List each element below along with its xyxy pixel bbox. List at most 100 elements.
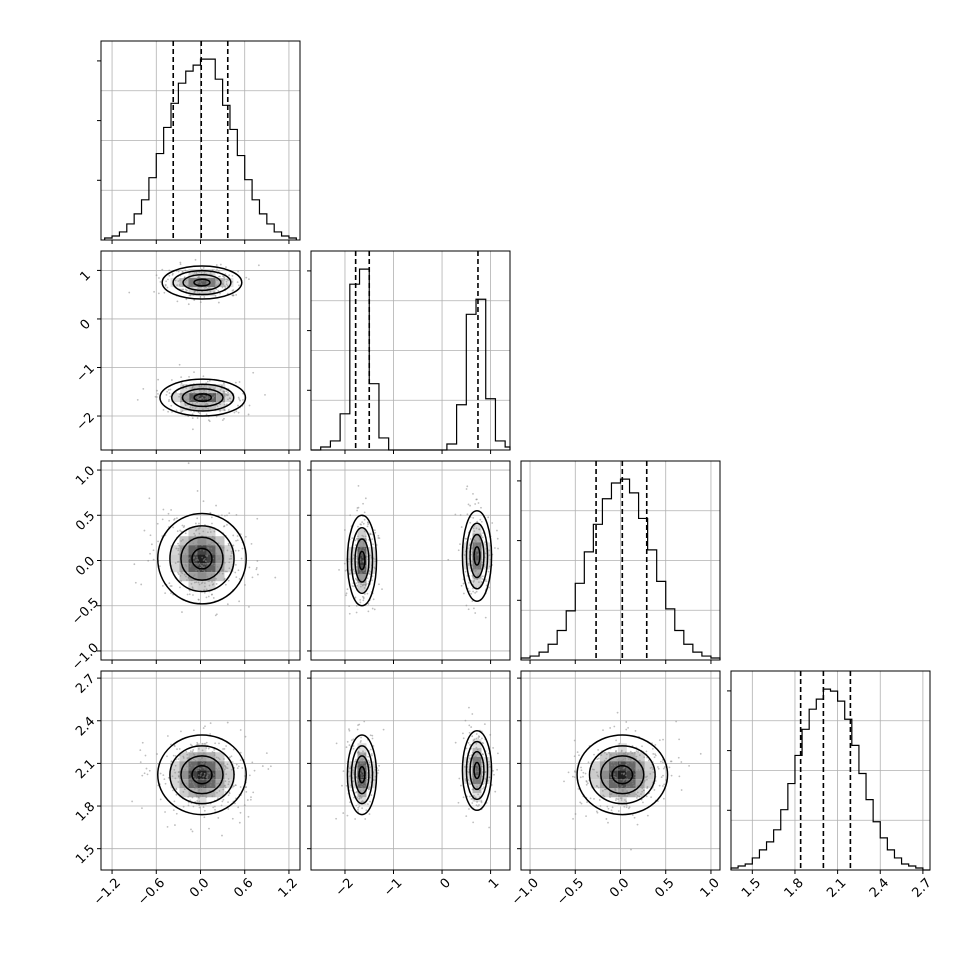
sample-point xyxy=(209,278,212,280)
y-tick-label: −0.5 xyxy=(69,595,102,628)
sample-point xyxy=(207,747,210,750)
sample-point xyxy=(361,583,364,586)
density-cell xyxy=(481,560,491,570)
sample-point xyxy=(651,747,654,750)
y-tick-label: −2 xyxy=(74,410,98,434)
sample-point xyxy=(194,787,197,789)
sample-point xyxy=(196,290,199,293)
sample-point xyxy=(641,787,644,790)
sample-point xyxy=(187,553,190,555)
sample-point xyxy=(472,590,475,593)
contour xyxy=(346,734,378,816)
sample-point xyxy=(177,542,179,545)
sample-point xyxy=(239,786,242,788)
sample-point xyxy=(182,757,185,759)
sample-point xyxy=(607,821,609,824)
sample-point xyxy=(202,267,205,269)
sample-point xyxy=(227,801,229,804)
sample-point xyxy=(488,763,490,765)
sample-point xyxy=(217,270,220,272)
sample-point xyxy=(476,748,479,751)
sample-point xyxy=(638,754,641,757)
contour xyxy=(181,388,224,408)
sample-point xyxy=(227,391,229,394)
y-tick-label: 0.5 xyxy=(73,509,98,534)
density-cell xyxy=(366,547,376,556)
sample-point xyxy=(623,794,626,797)
sample-point xyxy=(584,772,587,775)
sample-point xyxy=(204,554,207,557)
sample-point xyxy=(363,720,366,723)
sample-point xyxy=(604,777,607,780)
sample-point xyxy=(366,776,369,779)
sample-point xyxy=(212,544,215,547)
sample-point xyxy=(355,582,357,585)
sample-point xyxy=(209,531,212,533)
sample-point xyxy=(610,809,613,812)
density-cell xyxy=(357,574,367,583)
sample-point xyxy=(176,284,179,286)
sample-point xyxy=(188,593,191,596)
sample-point xyxy=(493,773,495,776)
sample-point xyxy=(485,580,488,583)
density-blob xyxy=(335,720,385,820)
sample-point xyxy=(198,412,201,415)
sample-point xyxy=(205,403,208,405)
sample-point xyxy=(378,764,381,767)
sample-point xyxy=(485,584,488,587)
sample-point xyxy=(367,610,370,613)
sample-point xyxy=(158,277,160,279)
sample-point xyxy=(205,588,208,591)
sample-point xyxy=(172,754,175,757)
sample-point xyxy=(617,810,620,812)
sample-point xyxy=(159,772,162,775)
sample-point xyxy=(496,529,498,532)
sample-point xyxy=(344,569,347,572)
density-cell xyxy=(188,761,198,771)
sample-point xyxy=(662,738,664,741)
sample-point xyxy=(367,759,370,762)
sample-point xyxy=(472,569,475,572)
sample-point xyxy=(202,394,205,397)
sample-point xyxy=(363,550,366,553)
density-cell xyxy=(635,752,645,762)
sample-point xyxy=(197,747,200,750)
panel-frame xyxy=(520,670,721,871)
sample-point xyxy=(219,409,222,412)
sample-point xyxy=(208,387,211,389)
sample-point xyxy=(496,768,499,771)
sample-point xyxy=(200,772,203,774)
sample-point xyxy=(155,274,158,277)
sample-point xyxy=(178,748,181,750)
sample-point xyxy=(236,281,239,284)
sample-point xyxy=(355,604,358,607)
sample-point xyxy=(168,519,171,522)
sample-point xyxy=(481,765,483,768)
sample-point xyxy=(227,279,230,281)
sample-point xyxy=(471,735,474,738)
sample-point xyxy=(170,404,173,407)
sample-point xyxy=(175,793,178,796)
sample-point xyxy=(134,581,137,584)
sample-point xyxy=(658,784,661,787)
sample-point xyxy=(193,299,196,302)
sample-point xyxy=(363,753,366,755)
sample-point xyxy=(231,274,234,277)
sample-point xyxy=(162,508,165,511)
sample-point xyxy=(196,517,199,520)
sample-point xyxy=(223,417,225,420)
x-tick-label: 2.7 xyxy=(910,876,935,901)
sample-point xyxy=(604,776,607,778)
sample-point xyxy=(473,543,476,546)
sample-point xyxy=(206,562,209,565)
density-cell xyxy=(463,551,473,561)
density-cell xyxy=(188,563,198,573)
sample-point xyxy=(572,775,574,778)
sample-point xyxy=(227,398,229,401)
sample-point xyxy=(239,399,241,402)
sample-point xyxy=(228,512,231,515)
sample-point xyxy=(369,800,372,803)
sample-point xyxy=(605,818,608,820)
density-cell xyxy=(472,569,482,579)
sample-point xyxy=(369,533,371,536)
